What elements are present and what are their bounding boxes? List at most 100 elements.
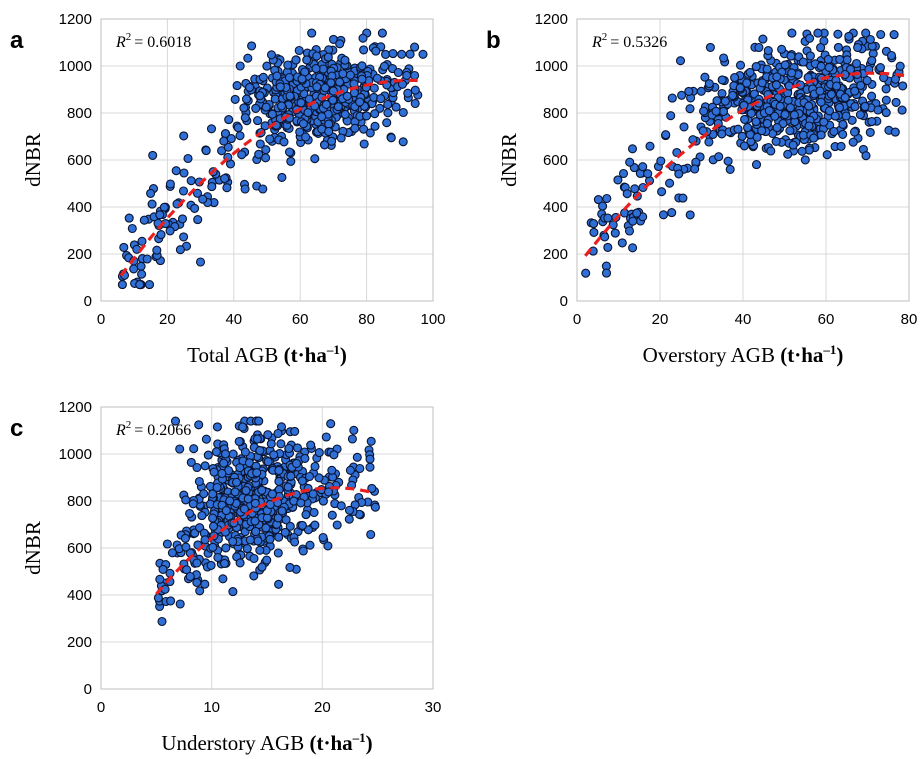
data-point bbox=[213, 552, 223, 563]
r-exponent: 2 bbox=[126, 419, 132, 431]
data-point bbox=[898, 81, 908, 91]
data-point bbox=[370, 502, 380, 512]
data-point bbox=[853, 42, 863, 53]
data-point bbox=[598, 201, 608, 211]
data-point bbox=[186, 176, 196, 186]
y-tick-label: 1000 bbox=[535, 58, 568, 75]
data-point bbox=[788, 140, 798, 150]
data-point bbox=[398, 107, 408, 118]
data-point bbox=[277, 506, 287, 516]
data-point bbox=[312, 51, 322, 61]
data-point bbox=[257, 485, 267, 495]
r-squared-value: = 0.5326 bbox=[610, 34, 667, 51]
data-point bbox=[165, 179, 175, 189]
data-point bbox=[678, 193, 688, 203]
data-point bbox=[310, 154, 320, 164]
data-point bbox=[388, 49, 398, 59]
data-point bbox=[728, 90, 738, 101]
data-point bbox=[274, 579, 284, 589]
data-point bbox=[241, 94, 252, 104]
data-point bbox=[234, 436, 244, 447]
x-tick-label: 40 bbox=[735, 311, 752, 328]
data-point bbox=[139, 215, 149, 225]
data-point bbox=[751, 117, 761, 127]
data-point bbox=[370, 121, 380, 131]
data-point bbox=[603, 213, 613, 223]
data-point bbox=[231, 477, 242, 487]
data-point bbox=[195, 257, 206, 267]
data-point bbox=[344, 514, 354, 524]
data-point bbox=[805, 51, 815, 61]
data-point bbox=[842, 55, 852, 65]
x-axis-unit-close: ) bbox=[366, 731, 373, 755]
data-point bbox=[397, 49, 407, 59]
data-point bbox=[175, 245, 185, 255]
data-point bbox=[815, 86, 825, 96]
data-point bbox=[239, 103, 249, 113]
y-tick-label: 400 bbox=[67, 587, 92, 604]
data-point bbox=[371, 46, 381, 56]
data-point bbox=[323, 487, 334, 497]
data-point bbox=[179, 232, 189, 242]
data-point bbox=[771, 80, 781, 90]
data-point bbox=[206, 560, 216, 570]
data-point bbox=[183, 153, 193, 164]
data-point bbox=[410, 70, 420, 81]
data-point bbox=[194, 420, 204, 430]
data-point bbox=[181, 495, 191, 505]
data-point bbox=[787, 68, 797, 78]
data-point bbox=[253, 116, 263, 126]
data-point bbox=[230, 487, 240, 497]
data-point bbox=[350, 123, 360, 133]
data-point bbox=[783, 95, 793, 105]
y-tick-label: 800 bbox=[67, 105, 92, 122]
data-point bbox=[249, 553, 259, 564]
data-point bbox=[153, 593, 163, 603]
data-point bbox=[861, 28, 871, 38]
x-axis-label: Understory AGB (t·ha–1) bbox=[161, 730, 372, 755]
data-point bbox=[735, 60, 746, 70]
data-point bbox=[372, 73, 382, 83]
data-point bbox=[340, 109, 350, 119]
data-point bbox=[262, 61, 272, 71]
data-point bbox=[685, 104, 695, 114]
data-point bbox=[326, 419, 336, 429]
data-point bbox=[274, 476, 284, 486]
data-point bbox=[349, 425, 359, 435]
data-point bbox=[324, 119, 334, 129]
data-point bbox=[742, 78, 752, 88]
y-tick-label: 0 bbox=[560, 293, 568, 310]
data-point bbox=[142, 254, 152, 264]
data-point bbox=[851, 58, 862, 69]
data-point bbox=[266, 50, 277, 60]
data-point bbox=[157, 616, 167, 627]
data-point bbox=[589, 227, 599, 237]
data-point bbox=[382, 118, 392, 128]
plot-frame bbox=[100, 18, 434, 302]
data-point bbox=[581, 268, 591, 278]
data-point bbox=[359, 139, 369, 149]
data-point bbox=[192, 462, 202, 473]
x-tick-label: 20 bbox=[652, 311, 669, 328]
data-point bbox=[730, 73, 740, 83]
data-point bbox=[137, 236, 147, 246]
data-point bbox=[296, 98, 306, 108]
data-point bbox=[823, 54, 833, 64]
data-point bbox=[833, 42, 843, 52]
data-point bbox=[317, 112, 327, 122]
data-point bbox=[217, 468, 227, 479]
data-point bbox=[180, 533, 190, 543]
data-point bbox=[311, 64, 321, 74]
data-point bbox=[235, 131, 245, 141]
y-tick-label: 800 bbox=[543, 105, 568, 122]
data-point bbox=[257, 562, 267, 572]
data-point bbox=[841, 111, 851, 121]
data-point bbox=[291, 458, 302, 469]
data-point bbox=[297, 74, 307, 84]
data-point bbox=[361, 111, 372, 121]
data-point bbox=[189, 444, 199, 454]
data-point bbox=[656, 156, 666, 166]
data-point bbox=[178, 186, 189, 196]
data-point bbox=[365, 128, 375, 138]
y-tick-label: 1200 bbox=[59, 11, 92, 28]
